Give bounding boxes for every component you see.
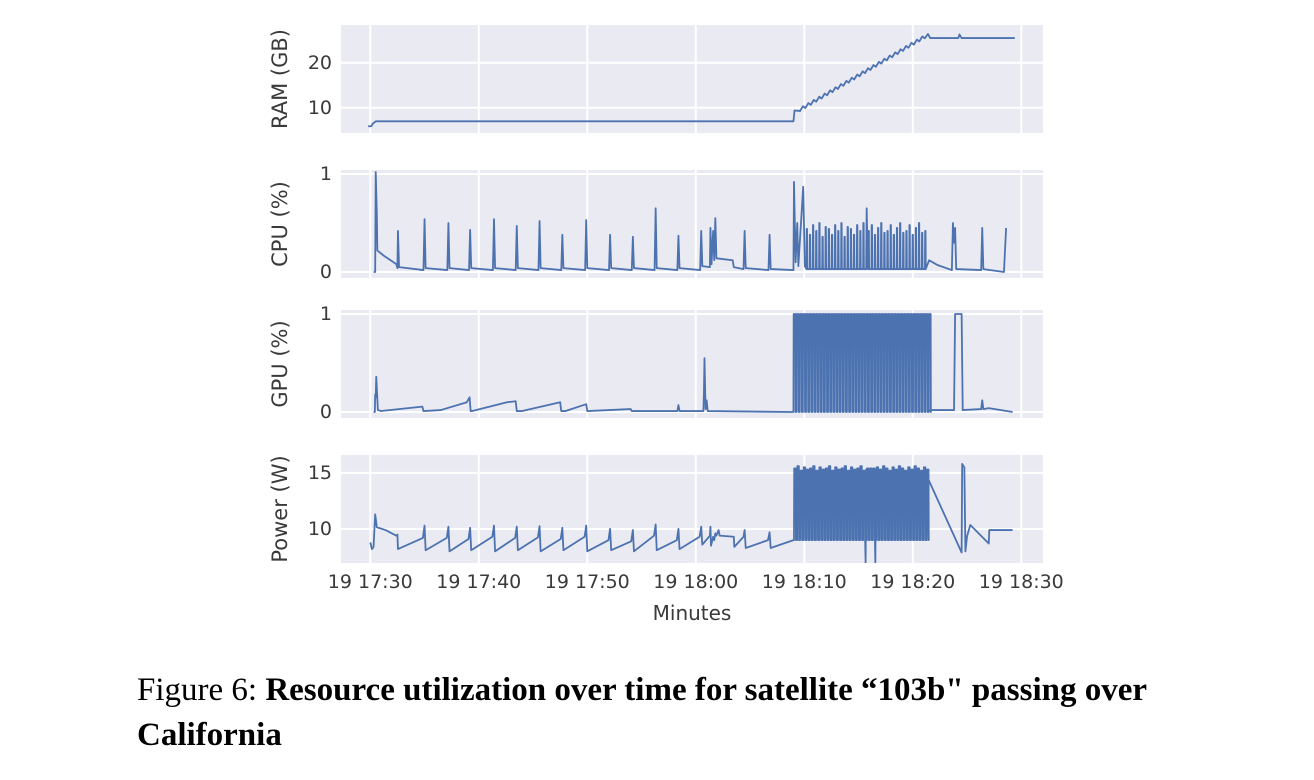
x-tick-label: 19 17:50 — [544, 571, 630, 593]
power-axis-label: Power (W) — [268, 455, 292, 563]
figure-caption: Figure 6: Resource utilization over time… — [137, 668, 1205, 758]
ram-ytick-label: 10 — [307, 96, 332, 119]
gpu-ytick-label: 0 — [319, 401, 332, 424]
ram-axis-label: RAM (GB) — [268, 29, 292, 129]
gpu-ytick-label: 1 — [319, 303, 332, 326]
cpu-ytick-label: 1 — [319, 163, 332, 186]
ram-plot-background — [341, 25, 1043, 133]
x-tick-label: 19 17:30 — [327, 571, 413, 593]
cpu-plot-background — [341, 170, 1043, 278]
power-ytick-label: 10 — [307, 517, 332, 540]
gpu-series-line — [373, 313, 1013, 413]
x-tick-label: 19 17:40 — [436, 571, 522, 593]
power-plot-background — [341, 455, 1043, 563]
cpu-ytick-label: 0 — [319, 261, 332, 284]
gpu-plot — [341, 310, 1043, 418]
figure-caption-text: Resource utilization over time for satel… — [137, 672, 1147, 753]
ram-series-line — [368, 33, 1015, 128]
power-ytick-label: 15 — [307, 461, 332, 484]
cpu-plot — [341, 170, 1043, 278]
ram-plot — [341, 25, 1043, 133]
x-tick-label: 19 18:30 — [978, 571, 1064, 593]
figure-caption-prefix: Figure 6: — [137, 672, 266, 708]
gpu-axis-label: GPU (%) — [268, 320, 292, 408]
cpu-axis-label: CPU (%) — [268, 181, 292, 267]
power-series-line — [369, 463, 1013, 563]
power-plot — [341, 455, 1043, 563]
cpu-series-line — [373, 171, 1008, 273]
x-tick-label: 19 18:00 — [653, 571, 739, 593]
x-axis-label: Minutes — [652, 601, 732, 625]
x-tick-label: 19 18:10 — [761, 571, 847, 593]
x-tick-label: 19 18:20 — [870, 571, 956, 593]
ram-ytick-label: 20 — [307, 51, 332, 74]
gpu-plot-background — [341, 310, 1043, 418]
